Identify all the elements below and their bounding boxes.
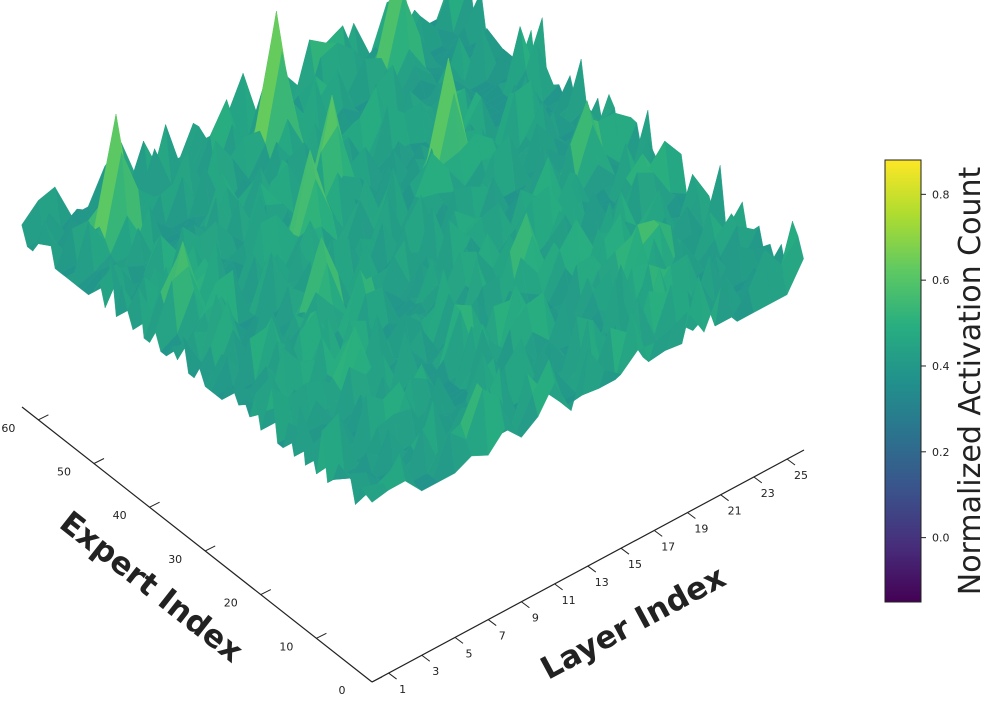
- expert-axis-ticks: 0 10 20 30 40 50 60: [1, 414, 383, 697]
- layer-tick-label: 17: [661, 540, 675, 553]
- expert-tick-mark: [93, 458, 105, 464]
- colorbar-tick-label: 0.2: [932, 446, 950, 459]
- layer-tick-mark: [687, 512, 696, 519]
- layer-tick-mark: [521, 601, 530, 609]
- expert-tick-label: 30: [168, 553, 182, 566]
- layer-tick-mark: [786, 458, 796, 466]
- expert-tick-label: 10: [279, 640, 293, 653]
- expert-tick-label: 20: [224, 597, 238, 610]
- layer-tick-mark: [720, 494, 729, 502]
- layer-tick-label: 7: [499, 630, 506, 643]
- layer-tick-mark: [388, 672, 397, 680]
- layer-tick-mark: [454, 637, 464, 644]
- colorbar-tick-label: 0.0: [932, 532, 950, 545]
- layer-tick-label: 9: [532, 612, 539, 625]
- expert-tick-mark: [38, 414, 49, 421]
- colorbar-gradient: [884, 159, 922, 603]
- colorbar-title: Normalized Activation Count: [953, 167, 988, 596]
- expert-tick-label: 0: [339, 684, 346, 697]
- layer-tick-label: 5: [466, 647, 473, 660]
- layer-tick-label: 11: [562, 594, 576, 607]
- expert-tick-label: 60: [1, 422, 15, 435]
- layer-tick-mark: [421, 654, 431, 662]
- layer-tick-label: 3: [432, 665, 439, 678]
- layer-tick-mark: [620, 547, 630, 555]
- colorbar-ticks: 0.0 0.2 0.4 0.6 0.8: [921, 188, 950, 545]
- expert-tick-mark: [316, 632, 327, 639]
- layer-tick-mark: [587, 565, 597, 573]
- expert-tick-mark: [371, 676, 383, 683]
- colorbar: 0.0 0.2 0.4 0.6 0.8 Normalized Activation Co…: [884, 159, 988, 603]
- surface-cell: [366, 483, 389, 503]
- layer-tick-label: 15: [628, 558, 642, 571]
- layer-tick-mark: [653, 529, 663, 537]
- layer-tick-label: 25: [794, 469, 808, 482]
- layer-tick-mark: [554, 583, 563, 591]
- colorbar-tick-label: 0.4: [932, 360, 950, 373]
- layer-tick-label: 21: [728, 505, 742, 518]
- expert-tick-mark: [204, 545, 216, 552]
- expert-tick-mark: [149, 501, 160, 508]
- colorbar-tick-label: 0.6: [932, 274, 950, 287]
- layer-tick-label: 19: [694, 523, 708, 536]
- surface-plot: [21, 0, 804, 505]
- layer-tick-mark: [487, 619, 497, 626]
- layer-tick-label: 13: [595, 576, 609, 589]
- expert-tick-label: 50: [57, 466, 71, 479]
- layer-tick-mark: [753, 476, 763, 484]
- expert-tick-label: 40: [113, 509, 127, 522]
- colorbar-tick-label: 0.8: [932, 188, 950, 201]
- layer-tick-label: 1: [399, 683, 406, 696]
- layer-tick-label: 23: [761, 487, 775, 500]
- expert-axis-title: Expert Index: [53, 504, 250, 670]
- expert-axis-line: [21, 406, 373, 683]
- expert-tick-mark: [260, 589, 272, 596]
